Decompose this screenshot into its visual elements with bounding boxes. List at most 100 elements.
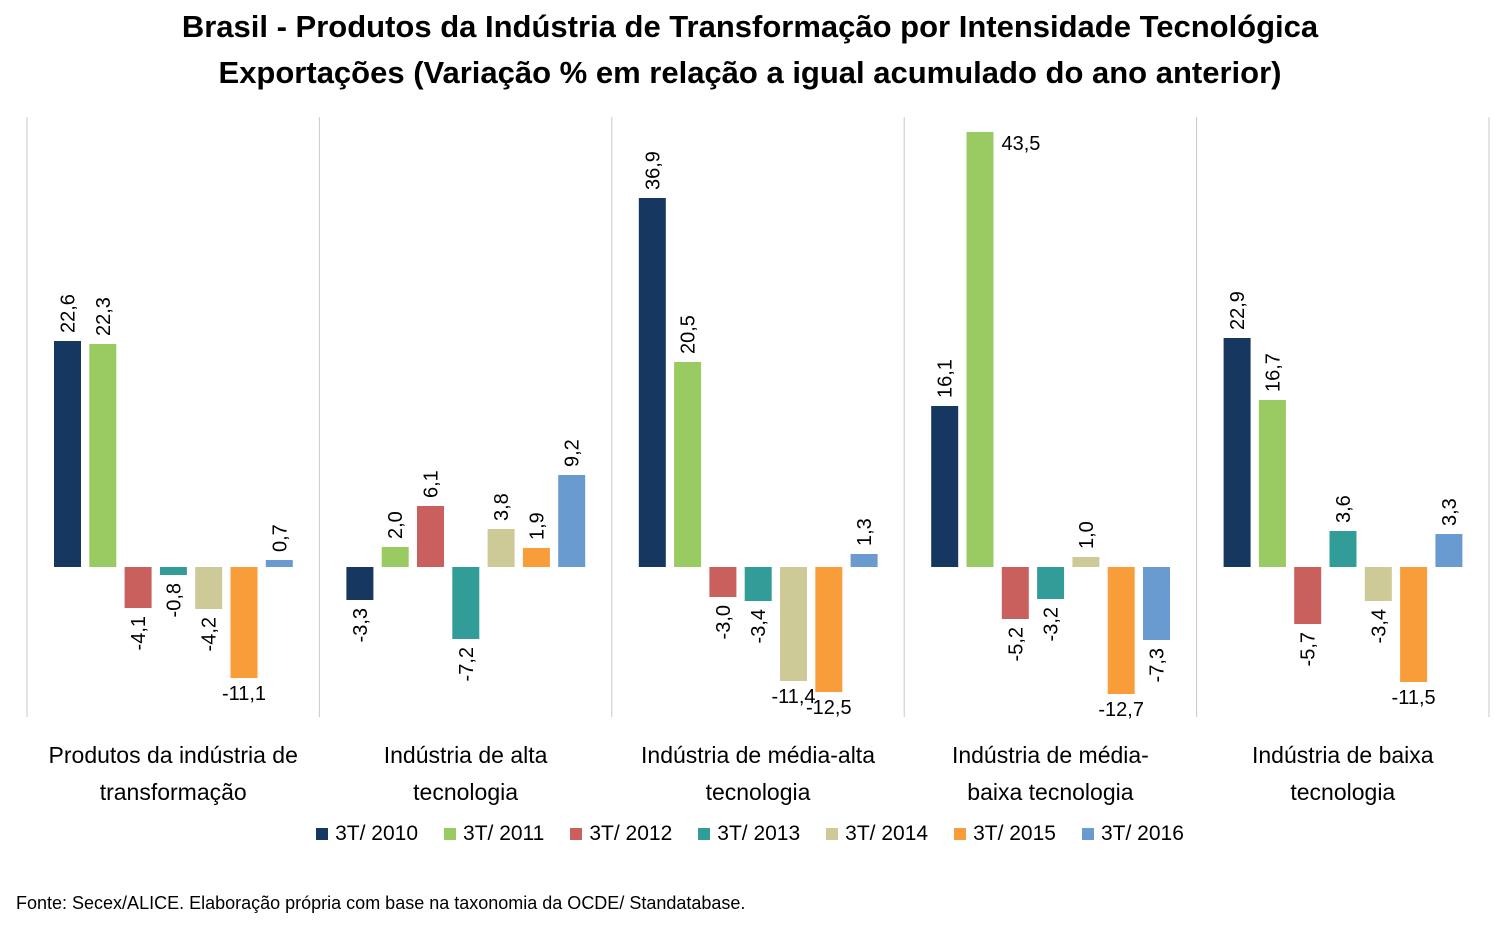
data-label: -12,7 bbox=[1098, 699, 1144, 721]
legend-item: 3T/ 2011 bbox=[444, 822, 544, 846]
data-label: -7,2 bbox=[456, 647, 478, 681]
legend-swatch bbox=[826, 828, 839, 840]
data-label: 2,0 bbox=[385, 511, 407, 539]
category-label: Indústria de média-alta bbox=[641, 742, 875, 768]
data-label: 22,6 bbox=[58, 294, 80, 333]
data-label: -3,2 bbox=[1041, 607, 1063, 641]
bar bbox=[452, 567, 480, 639]
bar bbox=[195, 567, 223, 609]
data-label: 6,1 bbox=[421, 470, 443, 498]
bar bbox=[815, 567, 843, 692]
category-label: tecnologia bbox=[413, 779, 518, 805]
bar bbox=[54, 341, 81, 567]
data-label: -3,0 bbox=[713, 605, 735, 639]
bar bbox=[522, 548, 550, 567]
bar bbox=[1400, 567, 1428, 682]
chart-title: Brasil - Produtos da Indústria de Transf… bbox=[181, 9, 1319, 44]
category-label: transformação bbox=[100, 779, 247, 805]
data-label: -5,2 bbox=[1005, 627, 1027, 661]
category-label: Indústria de alta bbox=[384, 742, 548, 768]
bar bbox=[1001, 567, 1029, 619]
data-label: -3,3 bbox=[350, 608, 372, 642]
bar bbox=[1037, 567, 1065, 599]
data-label: 20,5 bbox=[678, 315, 700, 354]
legend-swatch bbox=[698, 828, 711, 840]
data-label: 43,5 bbox=[1002, 133, 1041, 155]
data-label: 3,8 bbox=[491, 493, 513, 521]
data-label: 3,6 bbox=[1333, 495, 1355, 523]
bar bbox=[1107, 567, 1135, 694]
legend-label: 3T/ 2016 bbox=[1100, 822, 1184, 845]
chart-title-block: Brasil - Produtos da Indústria de Transf… bbox=[0, 4, 1500, 96]
data-label: 3,3 bbox=[1439, 498, 1461, 526]
legend-item: 3T/ 2014 bbox=[826, 822, 928, 846]
legend-swatch bbox=[444, 828, 457, 840]
bar bbox=[1364, 567, 1392, 601]
bar bbox=[124, 567, 152, 608]
legend-item: 3T/ 2012 bbox=[570, 822, 672, 846]
bar bbox=[417, 506, 444, 567]
footnote: Fonte: Secex/ALICE. Elaboração própria c… bbox=[16, 893, 746, 913]
bar bbox=[346, 567, 374, 600]
data-label: -7,3 bbox=[1147, 648, 1169, 682]
legend-label: 3T/ 2015 bbox=[973, 822, 1056, 845]
data-label: -11,1 bbox=[222, 683, 266, 705]
legend-swatch bbox=[316, 828, 329, 840]
legend-label: 3T/ 2012 bbox=[589, 822, 673, 845]
data-label: 1,0 bbox=[1076, 521, 1098, 549]
category-label: baixa tecnologia bbox=[967, 779, 1133, 805]
data-label: 16,1 bbox=[935, 359, 957, 398]
legend-item: 3T/ 2010 bbox=[316, 822, 418, 846]
bar bbox=[265, 560, 293, 567]
bar bbox=[1258, 400, 1286, 567]
bar bbox=[381, 547, 409, 567]
legend: 3T/ 2010 3T/ 2011 3T/ 2012 3T/ 2013 3T/ 2014… bbox=[0, 822, 1500, 846]
data-label: -3,4 bbox=[1368, 609, 1390, 643]
bar bbox=[674, 362, 702, 567]
bar bbox=[850, 554, 878, 567]
legend-item: 3T/ 2016 bbox=[1081, 822, 1184, 846]
data-label: 22,9 bbox=[1227, 291, 1249, 330]
category-label: tecnologia bbox=[706, 779, 811, 805]
bar bbox=[638, 198, 666, 567]
data-label: -4,1 bbox=[128, 616, 150, 650]
bar bbox=[780, 567, 807, 681]
bar bbox=[931, 406, 959, 567]
bar bbox=[159, 567, 187, 575]
legend-swatch bbox=[954, 828, 967, 840]
data-label: 22,3 bbox=[93, 297, 115, 336]
data-label: 9,2 bbox=[562, 439, 584, 467]
bar bbox=[966, 132, 994, 567]
data-label: -12,5 bbox=[806, 697, 852, 719]
bar bbox=[709, 567, 737, 597]
data-label: -5,7 bbox=[1298, 632, 1320, 666]
data-label: 1,9 bbox=[526, 512, 548, 540]
data-label: 36,9 bbox=[642, 151, 664, 190]
legend-label: 3T/ 2014 bbox=[845, 822, 929, 845]
bar bbox=[89, 344, 117, 567]
data-label: -0,8 bbox=[163, 583, 185, 617]
data-label: -11,5 bbox=[1392, 687, 1436, 709]
bar bbox=[1223, 338, 1251, 567]
category-label: Indústria de baixa bbox=[1252, 742, 1434, 768]
category-label: Indústria de média- bbox=[952, 742, 1149, 768]
legend-label: 3T/ 2011 bbox=[463, 822, 545, 845]
data-label: -3,4 bbox=[748, 609, 770, 643]
bar bbox=[1072, 557, 1100, 567]
category-label: Produtos da indústria de bbox=[49, 742, 298, 768]
data-label: -4,2 bbox=[199, 617, 221, 651]
bar bbox=[1294, 567, 1322, 624]
bar bbox=[1329, 531, 1357, 567]
legend-item: 3T/ 2013 bbox=[698, 822, 800, 846]
legend-swatch bbox=[1081, 828, 1094, 840]
bar bbox=[1143, 567, 1170, 640]
bar bbox=[487, 529, 515, 567]
bar bbox=[558, 475, 586, 567]
legend-label: 3T/ 2013 bbox=[717, 822, 801, 845]
bar bbox=[744, 567, 772, 601]
data-label: 0,7 bbox=[269, 524, 291, 552]
data-label: -11,4 bbox=[771, 686, 815, 708]
legend-label: 3T/ 2010 bbox=[335, 822, 419, 845]
data-label: 1,3 bbox=[854, 518, 876, 546]
chart-subtitle: Exportações (Variação % em relação a igu… bbox=[218, 55, 1282, 90]
